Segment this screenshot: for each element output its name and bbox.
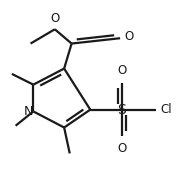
Text: O: O (125, 30, 134, 43)
Text: N: N (24, 105, 33, 118)
Text: S: S (118, 103, 126, 117)
Text: Cl: Cl (160, 103, 172, 116)
Text: O: O (117, 64, 127, 78)
Text: O: O (117, 142, 127, 155)
Text: O: O (50, 12, 59, 25)
